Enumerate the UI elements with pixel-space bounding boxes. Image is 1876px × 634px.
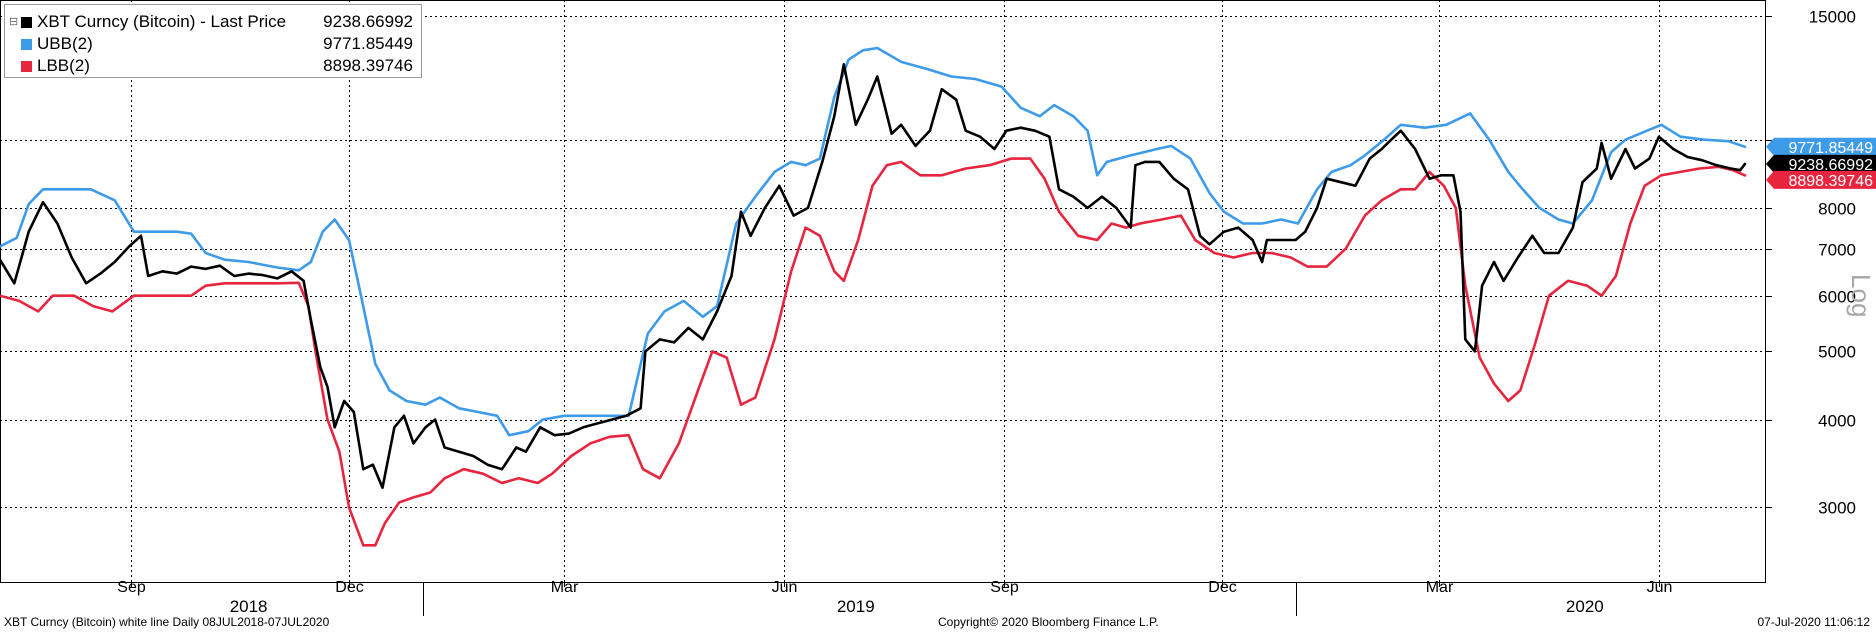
- last-value-tag: 9238.66992: [1766, 154, 1876, 174]
- series-line-ubb: [0, 46, 1747, 437]
- y-tick-label: 15000: [1809, 8, 1856, 27]
- last-value-tag-bg: [1766, 137, 1876, 156]
- x-tick-label: Dec: [335, 579, 363, 596]
- legend-lbb-value: 8898.39746: [323, 56, 413, 75]
- last-value-tag-text: 9238.66992: [1788, 157, 1873, 174]
- price-swatch: [21, 16, 32, 28]
- ubb-swatch: [21, 38, 32, 50]
- series-lines: [0, 46, 1747, 547]
- series-line-price: [0, 63, 1747, 489]
- legend-entry-price[interactable]: ⊟ XBT Curncy (Bitcoin) - Last Price 9238…: [9, 11, 413, 33]
- legend-entry-lbb[interactable]: LBB(2) 8898.39746: [13, 55, 413, 77]
- y-tick-label: 3000: [1818, 499, 1856, 518]
- last-value-tag: 8898.39746: [1766, 170, 1876, 190]
- chart-legend[interactable]: ⊟ XBT Curncy (Bitcoin) - Last Price 9238…: [4, 4, 422, 78]
- grid-lines: [0, 0, 1766, 583]
- year-label: 2019: [837, 597, 875, 616]
- collapse-toggle-icon[interactable]: ⊟: [9, 16, 19, 28]
- footer-copyright: Copyright© 2020 Bloomberg Finance L.P.: [938, 615, 1159, 629]
- legend-ubb-name: UBB(2): [37, 34, 93, 53]
- y-tick-label: 4000: [1818, 412, 1856, 431]
- last-value-tag-bg: [1766, 170, 1876, 189]
- footer-timestamp: 07-Jul-2020 11:06:12: [1757, 615, 1870, 629]
- last-value-tag: 9771.85449: [1766, 137, 1876, 157]
- last-value-tag-text: 9771.85449: [1788, 140, 1873, 157]
- x-tick-label: Dec: [1208, 579, 1236, 596]
- y-tick-label: 7000: [1818, 241, 1856, 260]
- series-line-lbb: [0, 157, 1747, 547]
- legend-price-name: XBT Curncy (Bitcoin) - Last Price: [37, 12, 287, 31]
- legend-ubb-value: 9771.85449: [323, 34, 413, 53]
- x-tick-label: Sep: [117, 579, 146, 596]
- last-value-tag-text: 8898.39746: [1788, 173, 1873, 190]
- footer-description: XBT Curncy (Bitcoin) white line Daily 08…: [4, 615, 330, 629]
- y-tick-label: 6000: [1818, 288, 1856, 307]
- x-tick-label: Jun: [1647, 579, 1673, 596]
- x-tick-label: Mar: [1426, 579, 1454, 596]
- lbb-swatch: [21, 60, 32, 72]
- last-value-tag-bg: [1766, 154, 1876, 173]
- y-tick-label: 8000: [1818, 200, 1856, 219]
- plot-border: [0, 0, 1766, 583]
- legend-lbb-name: LBB(2): [37, 56, 90, 75]
- y-axis-label: Log: [1846, 274, 1876, 317]
- x-tick-label: Jun: [772, 579, 798, 596]
- year-label: 2018: [230, 597, 268, 616]
- x-tick-label: Sep: [990, 579, 1019, 596]
- axes: 3000 4000 5000 6000 7000 8000 15000 Sep Dec Mar Ju…: [0, 8, 1876, 616]
- legend-entry-ubb[interactable]: UBB(2) 9771.85449: [13, 33, 413, 55]
- legend-price-value: 9238.66992: [323, 12, 413, 31]
- y-tick-label: 5000: [1818, 343, 1856, 362]
- year-label: 2020: [1566, 597, 1604, 616]
- x-tick-label: Mar: [551, 579, 579, 596]
